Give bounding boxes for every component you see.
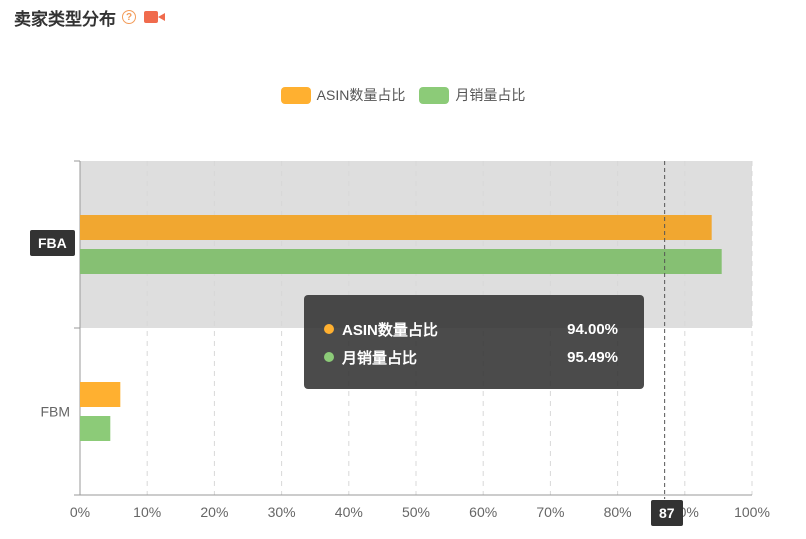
bar-fba-0 — [80, 215, 712, 240]
tooltip-name-asin: ASIN数量占比 — [342, 321, 438, 339]
legend-item-sales[interactable]: 月销量占比 — [419, 85, 525, 105]
bar-fbm-0 — [80, 382, 121, 407]
tooltip-dot-asin — [324, 324, 334, 334]
x-tick-label: 80% — [604, 504, 632, 520]
x-tick-label: 10% — [133, 504, 161, 520]
x-tick-label: 20% — [200, 504, 228, 520]
bar-fbm-1 — [80, 416, 111, 441]
x-tick-label: 60% — [469, 504, 497, 520]
question-circle-icon[interactable]: ? — [122, 10, 136, 24]
tooltip-row-sales: 月销量占比 95.49% — [324, 343, 618, 371]
x-tick-label: 40% — [335, 504, 363, 520]
legend-label-asin: ASIN数量占比 — [316, 87, 406, 103]
x-tick-label: 0% — [70, 504, 90, 520]
axis-pointer-x-label: 87 — [651, 500, 683, 526]
tooltip-value-sales: 95.49% — [567, 348, 618, 366]
x-tick-label: 30% — [268, 504, 296, 520]
chart-tooltip: ASIN数量占比 94.00% 月销量占比 95.49% — [304, 295, 644, 389]
y-category-label: FBM — [40, 404, 70, 420]
legend-label-sales: 月销量占比 — [455, 87, 526, 103]
tooltip-row-asin: ASIN数量占比 94.00% — [324, 315, 618, 343]
x-tick-label: 100% — [734, 504, 770, 520]
tooltip-value-asin: 94.00% — [567, 320, 618, 338]
chart-legend: ASIN数量占比 月销量占比 — [0, 85, 806, 105]
chart-header: 卖家类型分布 ? — [14, 4, 166, 30]
x-tick-label: 70% — [536, 504, 564, 520]
tooltip-name-sales: 月销量占比 — [342, 349, 418, 367]
legend-item-asin[interactable]: ASIN数量占比 — [280, 85, 406, 105]
tooltip-dot-sales — [324, 352, 334, 362]
legend-swatch-sales — [419, 86, 450, 104]
x-tick-label: 50% — [402, 504, 430, 520]
legend-swatch-asin — [280, 86, 311, 104]
bar-fba-1 — [80, 249, 722, 274]
axis-pointer-y-label: FBA — [30, 230, 75, 256]
video-camera-icon[interactable] — [144, 10, 166, 24]
chart-title: 卖家类型分布 — [14, 9, 116, 29]
